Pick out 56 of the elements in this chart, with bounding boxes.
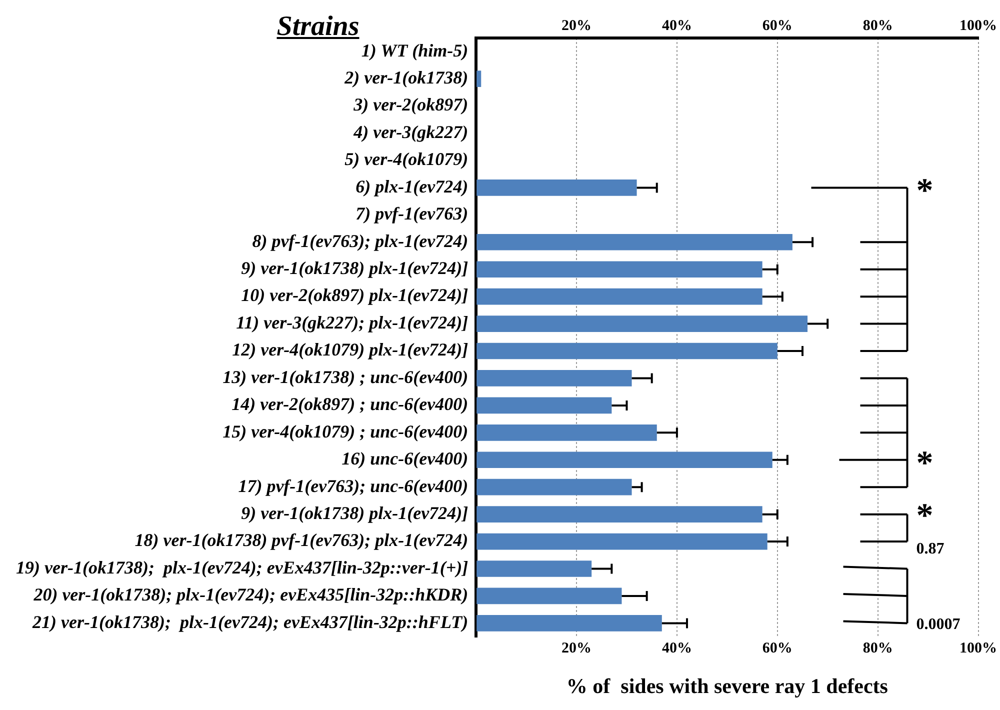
y-tick-label: 7) pvf-1(ev763) (356, 204, 468, 224)
y-tick-label: 16) unc-6(ev400) (342, 448, 468, 469)
y-tick-label: 6) plx-1(ev724) (356, 176, 468, 196)
bar (476, 316, 808, 332)
annotation: * (916, 444, 934, 482)
chart-title: Strains (276, 11, 360, 42)
y-tick-label: 9) ver-1(ok1738) plx-1(ev724)] (241, 258, 468, 278)
x2-tick-label: 60% (762, 640, 792, 657)
y-tick-label: 15) ver-4(ok1079) ; unc-6(ev400) (222, 421, 468, 442)
y-tick-label: 4) ver-3(gk227) (352, 122, 468, 142)
y-tick-label: 21) ver-1(ok1738); plx-1(ev724); evEx437[lin-32p::hFLT) (32, 612, 468, 632)
bar (476, 588, 622, 604)
y-tick-label: 10) ver-2(ok897) plx-1(ev724)] (241, 285, 468, 306)
x2-tick-label: 80% (862, 640, 893, 657)
y-tick-label: 17) pvf-1(ev763); unc-6(ev400) (238, 476, 468, 496)
bar (476, 452, 772, 468)
annotation: 0.87 (916, 540, 944, 558)
bar (476, 180, 637, 196)
x-axis-title: % of sides with severe ray 1 defects (566, 674, 888, 698)
y-tick-label: 12) ver-4(ok1079) plx-1(ev724)] (232, 340, 468, 360)
x2-tick-label: 100% (960, 640, 997, 657)
bar (476, 560, 592, 577)
y-tick-label: 5) ver-4(ok1079) (344, 149, 468, 170)
y-tick-label: 11) ver-3(gk227); plx-1(ev724)] (236, 312, 468, 332)
annotation: * (916, 497, 934, 534)
annotation: * (916, 172, 934, 210)
annotation: 0.0007 (916, 616, 960, 634)
y-tick-label: 8) pvf-1(ev763); plx-1(ev724) (252, 230, 468, 251)
bar (476, 370, 632, 386)
bar (476, 478, 632, 496)
y-tick-label: 20) ver-1(ok1738); plx-1(ev724); evEx435[lin-32p::hKDR) (32, 584, 468, 605)
y-tick-label: 18) ver-1(ok1738) pvf-1(ev763); plx-1(ev724) (134, 530, 468, 550)
bar (476, 342, 778, 360)
y-tick-label: 1) WT (him-5) (361, 40, 468, 60)
bar (476, 615, 662, 632)
y-tick-label: 14) ver-2(ok897) ; unc-6(ev400) (232, 394, 468, 414)
bar (476, 288, 762, 305)
y-tick-label: 2) ver-1(ok1738) (344, 67, 468, 88)
bar (476, 533, 768, 550)
y-tick-label: 3) ver-2(ok897) (352, 94, 468, 115)
bar (476, 70, 482, 87)
x2-tick-label: 40% (662, 640, 692, 657)
x-tick-label: 40% (662, 18, 692, 34)
y-tick-label: 13) ver-1(ok1738) ; unc-6(ev400) (222, 366, 468, 387)
bar (476, 261, 762, 278)
y-tick-label: 19) ver-1(ok1738); plx-1(ev724); evEx437[lin-32p::ver-1(+)] (16, 557, 468, 578)
x-tick-label: 80% (862, 18, 893, 34)
x2-tick-label: 20% (562, 640, 592, 657)
x-tick-label: 60% (762, 18, 792, 34)
bar (476, 506, 762, 522)
y-tick-label: 9) ver-1(ok1738) plx-1(ev724)] (241, 502, 468, 523)
x-tick-label: 100% (960, 18, 997, 34)
bar (476, 424, 657, 441)
bar (476, 397, 612, 414)
bar (476, 234, 792, 250)
x-tick-label: 20% (562, 18, 592, 34)
